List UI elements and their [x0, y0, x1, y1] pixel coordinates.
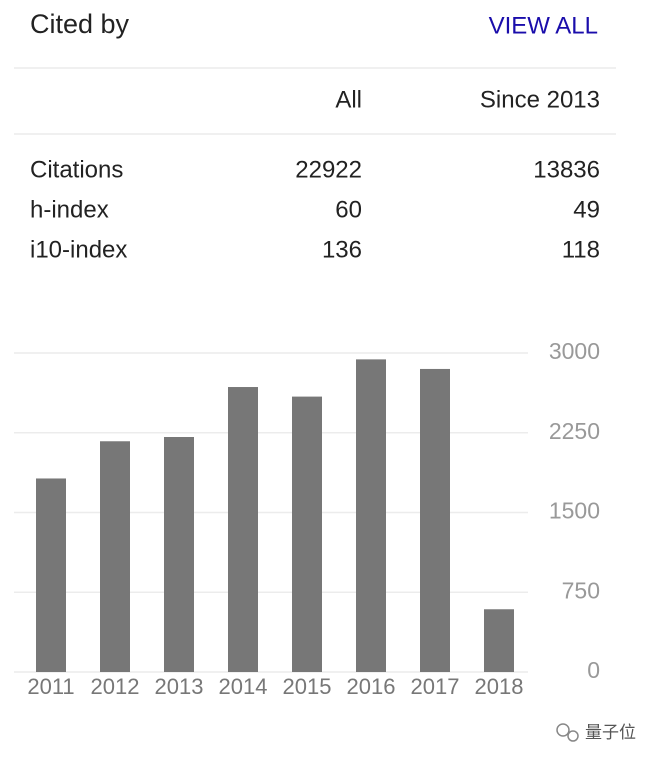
watermark-text: 量子位 — [585, 723, 636, 743]
bar — [36, 478, 66, 672]
x-tick-label: 2016 — [347, 674, 396, 699]
watermark: 量子位 — [556, 723, 636, 743]
row-label: i10-index — [30, 236, 127, 263]
table-cell: 60 — [335, 196, 362, 223]
column-header: All — [335, 86, 362, 113]
column-header: Since 2013 — [480, 86, 600, 113]
bar — [228, 387, 258, 672]
watermark-icon — [556, 723, 570, 737]
bar — [356, 359, 386, 672]
view-all-link[interactable]: VIEW ALL — [489, 12, 598, 39]
y-tick-label: 0 — [587, 657, 600, 683]
x-tick-label: 2014 — [219, 674, 268, 699]
watermark-icon — [567, 730, 579, 742]
table-cell: 49 — [573, 196, 600, 223]
x-tick-label: 2013 — [155, 674, 204, 699]
bar — [292, 396, 322, 672]
bar — [100, 441, 130, 672]
x-tick-label: 2018 — [475, 674, 524, 699]
row-label: h-index — [30, 196, 109, 223]
y-tick-label: 2250 — [549, 418, 600, 444]
bar — [420, 368, 450, 672]
x-tick-label: 2015 — [283, 674, 332, 699]
bar — [484, 609, 514, 672]
table-cell: 136 — [322, 236, 362, 263]
panel-title: Cited by — [30, 9, 130, 39]
bar — [164, 437, 194, 672]
row-label: Citations — [30, 156, 123, 183]
table-cell: 13836 — [533, 156, 600, 183]
x-tick-label: 2012 — [91, 674, 140, 699]
table-cell: 118 — [562, 236, 600, 263]
table-cell: 22922 — [295, 156, 362, 183]
y-tick-label: 3000 — [549, 338, 600, 364]
x-tick-label: 2011 — [27, 674, 74, 699]
x-tick-label: 2017 — [411, 674, 460, 699]
y-tick-label: 1500 — [549, 498, 600, 524]
y-tick-label: 750 — [562, 577, 600, 603]
